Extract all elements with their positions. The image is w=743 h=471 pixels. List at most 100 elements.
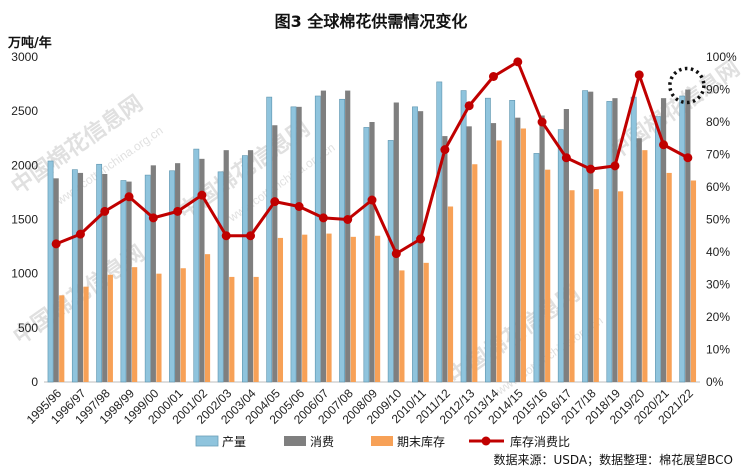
line-layer [51,57,693,259]
bar-ending-stock [447,206,454,382]
ratio-point [294,202,304,211]
bar-ending-stock [593,189,599,382]
bar-ending-stock [496,140,502,382]
y-tick-label: 1500 [11,213,38,227]
bar-ending-stock [107,274,113,382]
bar-ending-stock [277,237,284,382]
bar-production [266,96,273,383]
bar-production [314,95,321,383]
y2-tick-label: 0% [706,375,724,389]
bar-production [436,81,443,383]
ratio-point [75,229,85,239]
bar-production [630,96,637,383]
ratio-point [391,249,401,259]
y2-tick-label: 80% [706,115,730,129]
bar-ending-stock [59,295,65,382]
ratio-point [343,215,353,224]
bar-production [460,90,467,383]
bar-ending-stock [399,270,405,382]
bar-consumption [393,102,399,382]
y2-tick-label: 70% [706,148,730,162]
bar-production [339,98,346,383]
y-tick-label: 500 [18,321,38,335]
ratio-point [173,206,183,216]
ratio-point [270,197,280,207]
ratio-point [124,192,134,202]
bar-consumption [539,115,545,382]
bar-production [655,116,661,383]
bar-consumption [175,163,181,382]
ratio-point [51,239,61,249]
bar-consumption [563,109,569,382]
bar-ending-stock [156,273,162,382]
legend-label-ratio: 库存消费比 [510,434,570,449]
bar-ending-stock [229,276,235,382]
bar-consumption [296,106,302,382]
ratio-point [367,195,377,205]
source-note: 数据来源：USDA；数据整理：棉花展望BCO [494,452,734,467]
ratio-point [634,70,644,80]
y2-tick-label: 100% [706,50,737,64]
bar-consumption [150,165,156,382]
bar-consumption [442,136,448,382]
y-tick-label: 1000 [11,267,38,281]
y-tick-label: 2000 [11,158,38,172]
legend-swatch-consumption [284,436,306,446]
bar-production [387,140,394,383]
y2-tick-label: 60% [706,180,730,194]
bar-ending-stock [520,128,526,382]
ratio-point [148,213,158,223]
highlight-circle [668,66,706,105]
y-tick-label: 2500 [11,104,38,118]
bar-consumption [345,90,351,382]
y2-tick-label: 50% [706,213,730,227]
legend-swatch-production [195,435,219,447]
y-tick-label: 3000 [11,50,38,64]
bar-production [533,153,540,383]
bar-consumption [272,125,278,382]
bar-production [144,174,151,383]
ratio-point [683,153,693,163]
bar-production [71,169,78,383]
bar-production [47,160,54,383]
bar-ending-stock [350,236,356,382]
ratio-point [246,231,256,241]
bar-production [193,148,200,383]
bar-production [557,129,564,383]
bar-consumption [369,122,375,382]
legend-label-ending-stock: 期末库存 [397,434,445,449]
ratio-point [659,140,669,150]
bar-production [679,95,686,383]
bar-ending-stock [302,234,308,382]
y2-tick-label: 30% [706,278,730,292]
bar-production [582,90,588,383]
y2-tick-label: 40% [706,245,730,259]
ratio-point [610,161,620,171]
bar-ending-stock [83,286,89,382]
bar-ending-stock [569,190,575,382]
bar-consumption [636,138,642,382]
y2-tick-label: 10% [706,343,730,357]
bar-ending-stock [423,262,429,382]
bar-production [96,163,103,383]
legend: 产量 消费 期末库存 库存消费比 [195,434,570,449]
bar-consumption [77,172,84,382]
bar-ending-stock [472,164,478,382]
legend-label-consumption: 消费 [310,435,334,449]
bar-consumption [417,111,424,383]
bar-ending-stock [204,254,211,382]
bar-consumption [247,150,254,382]
bar-ending-stock [132,267,138,382]
y-axis-unit: 万吨/年 [7,35,52,51]
y-tick-label: 0 [31,375,38,389]
bar-ending-stock [253,276,259,382]
bar-ending-stock [617,191,624,382]
chart-title: 图3 全球棉花供需情况变化 [275,12,468,31]
ratio-point [513,57,523,67]
ratio-point [561,153,571,163]
ratio-point [537,117,547,127]
bar-consumption [223,150,229,382]
bar-consumption [515,117,521,383]
ratio-point [464,101,474,111]
ratio-point [318,213,328,223]
